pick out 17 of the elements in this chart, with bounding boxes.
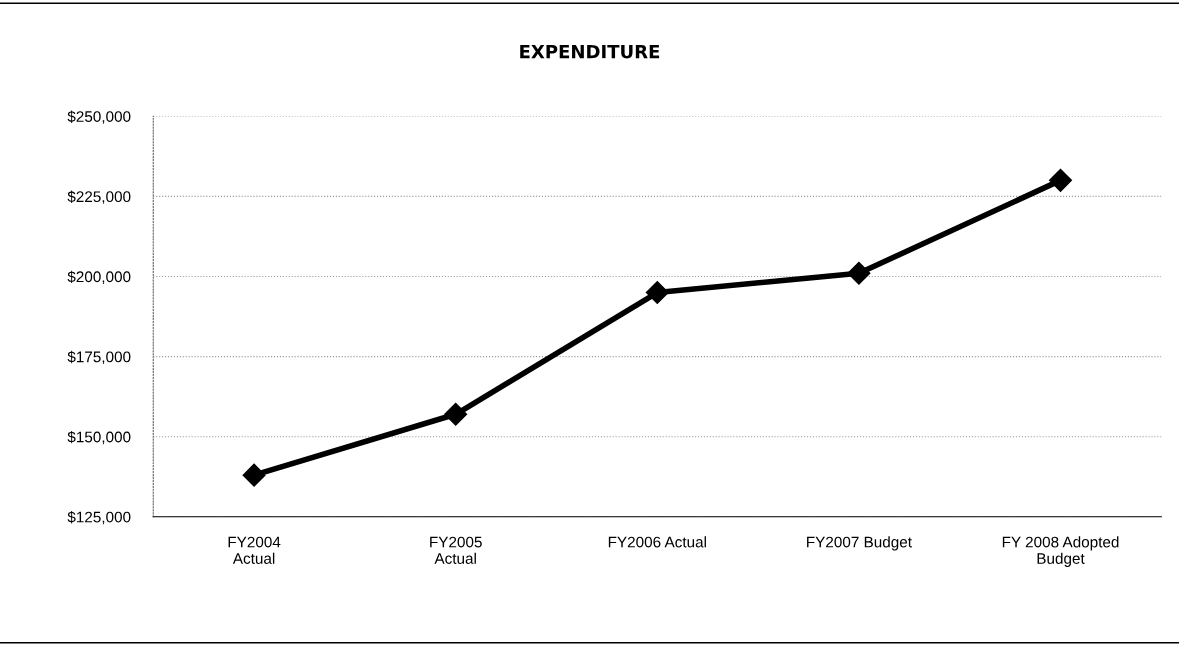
x-tick-label: FY 2008 Adopted Budget [1002,536,1119,567]
point [645,281,669,305]
y-tick-label: $250,000 [67,110,131,124]
x-tick-label: FY2006 Actual [608,536,706,548]
y-tick-label: $175,000 [67,350,131,365]
chart-title: EXPENDITURE [520,44,660,59]
y-tick-label: $150,000 [67,430,131,445]
point [847,261,871,285]
point [242,463,266,487]
point [1049,168,1073,192]
y-tick-label: $200,000 [67,270,131,284]
x-tick-label: FY2007 Budget [807,536,912,551]
x-tick-label: FY2005 Actual [430,536,482,564]
y-tick-label: $125,000 [67,511,131,525]
y-tick-label: $225,000 [67,190,131,204]
x-tick-label: FY2004 Actual [228,536,281,564]
point [444,402,468,426]
